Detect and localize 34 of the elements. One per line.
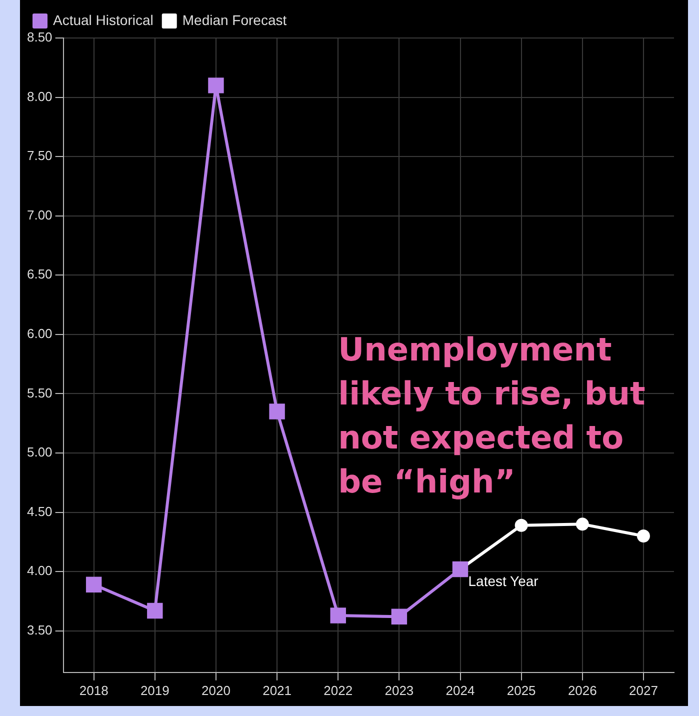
point (269, 404, 285, 420)
point (514, 518, 528, 532)
y-tick-label: 8.50 (26, 30, 52, 45)
x-tick-label: 2020 (202, 682, 230, 698)
y-tick-label: 6.00 (26, 326, 52, 342)
y-tick-label: 4.00 (26, 563, 52, 578)
x-tick-label: 2027 (629, 682, 658, 698)
x-tick-label: 2026 (568, 682, 597, 698)
x-tick-label: 2022 (324, 682, 353, 698)
y-tick-label: 5.00 (26, 444, 52, 460)
y-tick-label: 4.50 (26, 504, 52, 519)
point (576, 518, 589, 531)
x-tick-label: 2021 (262, 682, 292, 698)
y-tick-label: 6.50 (26, 266, 52, 282)
legend-label: Actual Historical (53, 12, 154, 28)
x-tick-label: 2023 (384, 682, 414, 698)
y-tick-label: 3.50 (26, 622, 52, 638)
y-tick-label: 7.50 (26, 148, 52, 164)
x-tick-label: 2018 (79, 682, 108, 698)
x-tick-label: 2019 (140, 682, 170, 698)
annotation: Latest Year (468, 573, 539, 590)
y-tick-label: 5.50 (26, 385, 52, 400)
point (636, 530, 650, 543)
point (391, 608, 408, 625)
y-tick-label: 8.00 (26, 88, 52, 104)
legend-label: Median Forecast (182, 12, 287, 28)
point (208, 78, 224, 94)
point (330, 608, 346, 624)
annotation: Unemployment likely to rise, but not expected to be “high” (338, 330, 646, 500)
x-tick-label: 2024 (446, 682, 475, 698)
point (86, 576, 102, 593)
x-tick-label: 2025 (506, 682, 536, 698)
point (147, 602, 163, 619)
y-tick-label: 7.00 (26, 207, 52, 222)
